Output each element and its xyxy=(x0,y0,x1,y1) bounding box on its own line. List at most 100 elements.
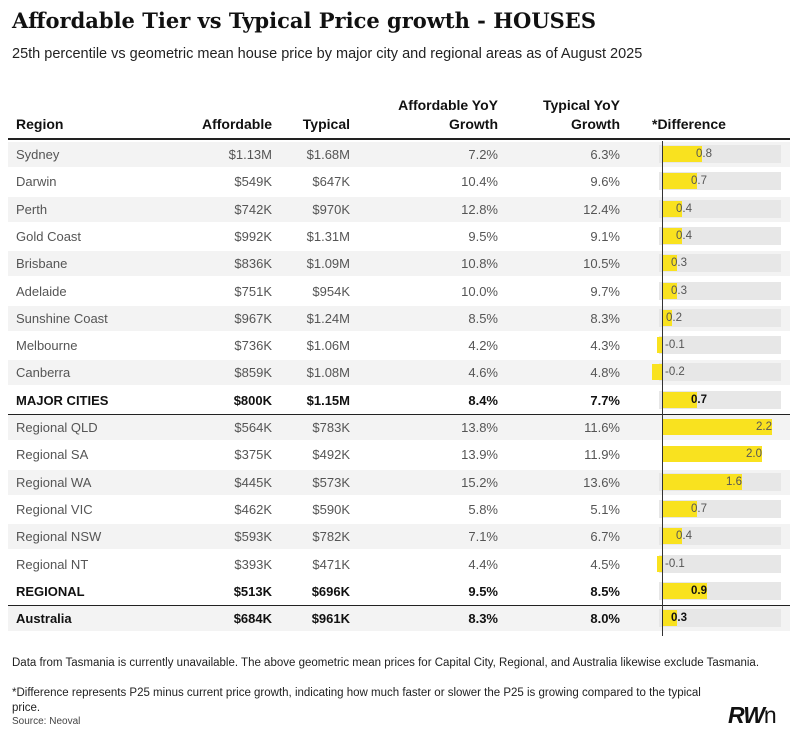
difference-label: 0.7 xyxy=(691,175,707,187)
region-cell: Perth xyxy=(16,202,48,217)
difference-label: 0.7 xyxy=(691,503,707,515)
typical-cell: $573K xyxy=(312,475,350,490)
typical-cell: $1.68M xyxy=(306,147,350,162)
table-row: Regional NSW $593K $782K 7.1% 6.7% 0.4 xyxy=(8,523,790,550)
difference-label: -0.1 xyxy=(665,558,685,570)
typical-cell: $783K xyxy=(312,420,350,435)
difference-bar xyxy=(662,392,697,408)
difference-track xyxy=(659,282,781,300)
typical-growth-cell: 13.6% xyxy=(583,475,620,490)
typical-growth-cell: 12.4% xyxy=(583,202,620,217)
affordable-cell: $992K xyxy=(234,229,272,244)
affordable-cell: $800K xyxy=(233,393,272,408)
region-cell: Canberra xyxy=(16,365,71,380)
affordable-growth-cell: 15.2% xyxy=(461,475,498,490)
typical-growth-cell: 8.5% xyxy=(590,584,620,599)
header-typical-growth-line2: Growth xyxy=(571,116,620,132)
affordable-cell: $513K xyxy=(233,584,272,599)
region-cell: Regional NSW xyxy=(16,529,102,544)
table-row: Canberra $859K $1.08M 4.6% 4.8% -0.2 xyxy=(8,359,790,386)
source-note: Source: Neoval xyxy=(12,716,81,727)
typical-cell: $1.06M xyxy=(306,338,350,353)
difference-track xyxy=(659,200,781,218)
affordable-growth-cell: 5.8% xyxy=(468,502,498,517)
difference-label: 2.0 xyxy=(746,448,762,460)
typical-growth-cell: 8.0% xyxy=(590,611,620,626)
typical-cell: $696K xyxy=(311,584,350,599)
difference-label: 0.2 xyxy=(666,312,682,324)
table-row: Regional NT $393K $471K 4.4% 4.5% -0.1 xyxy=(8,551,790,578)
typical-cell: $492K xyxy=(312,447,350,462)
region-cell: REGIONAL xyxy=(16,584,85,599)
header-difference: *Difference xyxy=(652,116,726,132)
difference-label: -0.1 xyxy=(665,339,685,351)
region-cell: Sydney xyxy=(16,147,60,162)
typical-growth-cell: 11.9% xyxy=(584,447,620,462)
typical-growth-cell: 10.5% xyxy=(583,256,620,271)
table-row: Sunshine Coast $967K $1.24M 8.5% 8.3% 0.2 xyxy=(8,305,790,332)
difference-bar xyxy=(662,201,682,217)
typical-cell: $782K xyxy=(312,529,350,544)
header-rule xyxy=(8,138,790,140)
difference-bar xyxy=(662,528,682,544)
chart-subtitle: 25th percentile vs geometric mean house … xyxy=(12,46,643,62)
table-row: Perth $742K $970K 12.8% 12.4% 0.4 xyxy=(8,196,790,223)
region-cell: Regional SA xyxy=(16,447,89,462)
typical-growth-cell: 9.6% xyxy=(590,174,620,189)
difference-bar xyxy=(662,146,702,162)
typical-cell: $647K xyxy=(312,174,350,189)
affordable-cell: $393K xyxy=(234,557,272,572)
difference-bar xyxy=(657,556,662,572)
difference-label: 0.4 xyxy=(676,230,692,242)
typical-growth-cell: 11.6% xyxy=(584,420,620,435)
difference-bar xyxy=(662,501,697,517)
region-cell: MAJOR CITIES xyxy=(16,393,109,408)
region-cell: Adelaide xyxy=(16,284,67,299)
difference-track xyxy=(659,609,781,627)
difference-bar xyxy=(662,310,672,326)
affordable-cell: $375K xyxy=(234,447,272,462)
affordable-growth-cell: 4.2% xyxy=(468,338,498,353)
region-cell: Brisbane xyxy=(16,256,68,271)
typical-cell: $1.31M xyxy=(306,229,350,244)
difference-label: 0.3 xyxy=(671,612,687,624)
typical-cell: $954K xyxy=(312,284,350,299)
affordable-cell: $836K xyxy=(234,256,272,271)
difference-bar xyxy=(662,255,677,271)
table-row: Sydney $1.13M $1.68M 7.2% 6.3% 0.8 xyxy=(8,141,790,168)
difference-track xyxy=(659,309,781,327)
difference-bar xyxy=(662,583,707,599)
table-row: Australia $684K $961K 8.3% 8.0% 0.3 xyxy=(8,605,790,632)
table-row: Gold Coast $992K $1.31M 9.5% 9.1% 0.4 xyxy=(8,223,790,250)
difference-bar xyxy=(662,228,682,244)
affordable-growth-cell: 9.5% xyxy=(468,584,498,599)
typical-growth-cell: 4.8% xyxy=(590,365,620,380)
table-row: Adelaide $751K $954K 10.0% 9.7% 0.3 xyxy=(8,278,790,305)
affordable-cell: $751K xyxy=(234,284,272,299)
difference-bar xyxy=(652,364,662,380)
difference-zero-axis xyxy=(662,141,663,636)
typical-cell: $471K xyxy=(312,557,350,572)
difference-bar xyxy=(662,419,772,435)
header-affordable: Affordable xyxy=(202,116,272,132)
difference-label: 0.7 xyxy=(691,394,707,406)
region-cell: Gold Coast xyxy=(16,229,82,244)
affordable-growth-cell: 13.9% xyxy=(461,447,498,462)
header-affordable-growth-line1: Affordable YoY xyxy=(398,97,498,113)
difference-track xyxy=(659,527,781,545)
affordable-growth-cell: 4.4% xyxy=(468,557,498,572)
region-cell: Regional VIC xyxy=(16,502,93,517)
difference-label: 0.9 xyxy=(691,585,707,597)
difference-bar xyxy=(662,446,762,462)
affordable-cell: $549K xyxy=(234,174,272,189)
affordable-cell: $742K xyxy=(234,202,272,217)
difference-label: 0.3 xyxy=(671,257,687,269)
typical-growth-cell: 9.7% xyxy=(590,284,620,299)
typical-growth-cell: 9.1% xyxy=(590,229,620,244)
table-row: Melbourne $736K $1.06M 4.2% 4.3% -0.1 xyxy=(8,332,790,359)
difference-label: 0.3 xyxy=(671,285,687,297)
region-cell: Regional NT xyxy=(16,557,89,572)
difference-label: 0.4 xyxy=(676,203,692,215)
affordable-cell: $967K xyxy=(234,311,272,326)
typical-growth-cell: 4.3% xyxy=(590,338,620,353)
